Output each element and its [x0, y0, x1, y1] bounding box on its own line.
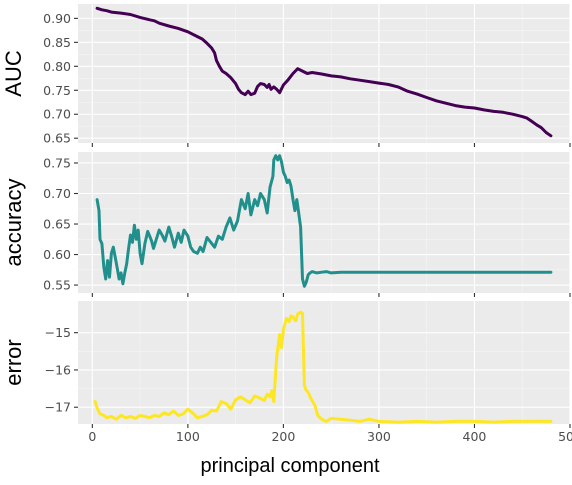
accuracy-y-tick-label: 0.75 [43, 155, 71, 170]
auc-y-tick-label: 0.65 [43, 131, 71, 146]
error-y-axis-title: error [1, 339, 26, 385]
error-series-line [93, 310, 553, 424]
accuracy-panel: 0.55 0.60 0.65 0.70 0.75 accuracy [1, 152, 571, 297]
error-y-tick-label: −17 [45, 400, 71, 415]
error-y-tick-label: −15 [45, 325, 71, 340]
auc-y-tick-label: 0.70 [43, 107, 71, 122]
accuracy-series-line [95, 154, 553, 288]
accuracy-panel-background [78, 152, 570, 293]
error-panel-background [78, 301, 570, 424]
auc-y-tick-label: 0.85 [43, 35, 71, 50]
chart-panels: 0.650.700.750.800.850.90AUC0.550.600.650… [1, 4, 572, 444]
error-panel: −17 −16 −15 0 100 200 300 400 500 error [1, 301, 572, 444]
x-tick-label: 400 [463, 429, 487, 444]
auc-y-tick-label: 0.75 [43, 83, 71, 98]
error-y-tick-label: −16 [45, 362, 71, 377]
accuracy-y-tick-label: 0.65 [43, 217, 71, 232]
accuracy-y-tick-label: 0.55 [43, 278, 71, 293]
auc-y-tick-label: 0.80 [43, 59, 71, 74]
x-axis-title: principal component [201, 455, 380, 477]
x-tick-label: 500 [558, 429, 572, 444]
auc-y-axis-title: AUC [1, 50, 26, 97]
x-tick-label: 300 [367, 429, 391, 444]
accuracy-y-tick-label: 0.70 [43, 186, 71, 201]
auc-panel: 0.65 0.70 0.75 0.80 0.85 0.90 AUC [1, 4, 571, 147]
x-tick-label: 0 [88, 429, 96, 444]
auc-y-tick-label: 0.90 [43, 11, 71, 26]
auc-series-line [95, 6, 553, 138]
accuracy-y-axis-title: accuracy [1, 178, 26, 266]
accuracy-y-tick-label: 0.60 [43, 247, 71, 262]
x-tick-label: 100 [176, 429, 200, 444]
x-tick-label: 200 [271, 429, 295, 444]
